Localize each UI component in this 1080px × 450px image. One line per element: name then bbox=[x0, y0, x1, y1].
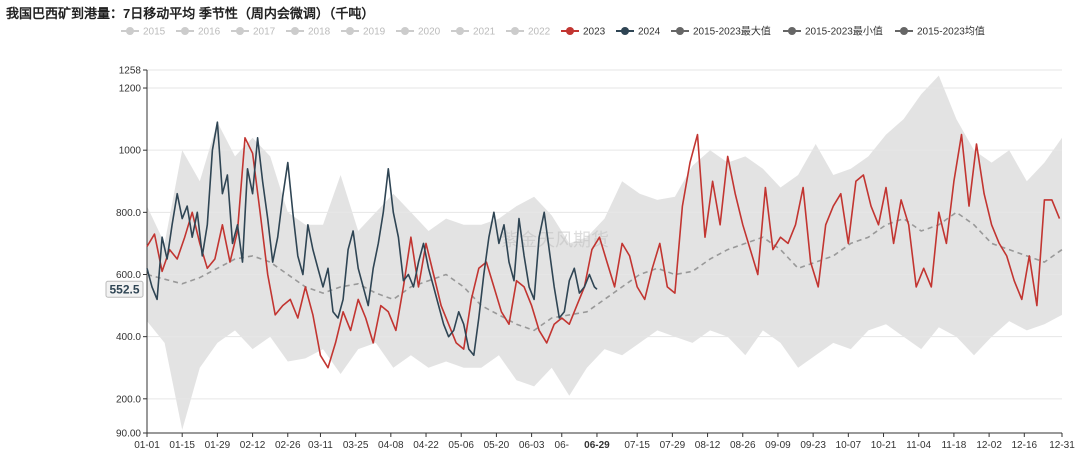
legend-marker-icon bbox=[511, 27, 519, 35]
legend-marker-icon bbox=[566, 27, 574, 35]
legend-item-2018[interactable]: 2018 bbox=[286, 27, 331, 38]
series-line-2024 bbox=[146, 121, 598, 357]
legend-item-2016[interactable]: 2016 bbox=[176, 27, 221, 38]
x-tick-label-9: 05-06 bbox=[448, 440, 474, 450]
x-tick-label-16: 08-12 bbox=[695, 440, 721, 450]
legend-marker-icon bbox=[181, 27, 189, 35]
x-tick-label-2: 01-29 bbox=[205, 440, 231, 450]
x-tick-label-14: 07-15 bbox=[624, 440, 650, 450]
y-tick-label-5: 1000 bbox=[119, 146, 142, 157]
x-tick-label-19: 09-23 bbox=[800, 440, 826, 450]
legend-marker-icon bbox=[291, 27, 299, 35]
chart-title: 我国巴西矿到港量：7日移动平均 季节性（周内会微调）（千吨） bbox=[6, 6, 375, 21]
x-tick-label-24: 12-02 bbox=[976, 440, 1002, 450]
x-tick-label-22: 11-04 bbox=[906, 440, 931, 450]
y-tick-label-4: 800.0 bbox=[116, 208, 141, 219]
x-tick-label-23: 11-18 bbox=[941, 440, 966, 450]
x-tick-label-21: 10-21 bbox=[871, 440, 897, 450]
legend-marker-icon bbox=[456, 27, 464, 35]
y-tick-label-0: 90.00 bbox=[116, 429, 141, 440]
legend-marker-icon bbox=[236, 27, 244, 35]
x-tick-label-6: 03-25 bbox=[343, 440, 369, 450]
x-tick-label-26: 12-31 bbox=[1049, 440, 1075, 450]
legend-label: 2016 bbox=[198, 27, 221, 38]
legend-marker-icon bbox=[621, 27, 629, 35]
legend-marker-icon bbox=[401, 27, 409, 35]
legend-label: 2015-2023最小值 bbox=[805, 25, 883, 38]
legend-item-2022[interactable]: 2022 bbox=[506, 27, 551, 38]
legend-item-2015-2023均值[interactable]: 2015-2023均值 bbox=[895, 25, 985, 38]
legend-item-2015-2023最大值[interactable]: 2015-2023最大值 bbox=[671, 25, 771, 38]
y-highlight-value: 552.5 bbox=[109, 282, 139, 296]
x-tick-label-18: 09-09 bbox=[765, 440, 791, 450]
legend-item-2024[interactable]: 2024 bbox=[616, 27, 661, 38]
legend-label: 2021 bbox=[473, 27, 496, 38]
x-tick-label-4: 02-26 bbox=[275, 440, 301, 450]
x-tick-label-8: 04-22 bbox=[413, 440, 439, 450]
x-tick-label-0: 01-01 bbox=[134, 440, 160, 450]
legend-label: 2017 bbox=[253, 27, 276, 38]
x-tick-label-3: 02-12 bbox=[240, 440, 266, 450]
legend-marker-icon bbox=[900, 27, 908, 35]
legend-item-2023[interactable]: 2023 bbox=[561, 27, 606, 38]
y-highlight-badge bbox=[105, 280, 144, 298]
y-tick-label-3: 600.0 bbox=[116, 270, 141, 281]
y-tick-label-6: 1200 bbox=[119, 84, 142, 95]
y-tick-label-7: 1258 bbox=[119, 66, 142, 77]
legend-label: 2024 bbox=[638, 27, 661, 38]
legend-item-2020[interactable]: 2020 bbox=[396, 27, 441, 38]
legend-marker-icon bbox=[126, 27, 134, 35]
x-tick-label-5: 03-11 bbox=[308, 440, 333, 450]
legend-label: 2015-2023最大值 bbox=[693, 25, 771, 38]
x-tick-label-15: 07-29 bbox=[660, 440, 686, 450]
legend-label: 2019 bbox=[363, 27, 386, 38]
x-tick-label-10: 05-20 bbox=[484, 440, 510, 450]
legend-label: 2015 bbox=[143, 27, 166, 38]
y-tick-label-2: 400.0 bbox=[116, 332, 141, 343]
x-tick-label-25: 12-16 bbox=[1012, 440, 1038, 450]
legend-marker-icon bbox=[676, 27, 684, 35]
x-tick-label-7: 04-08 bbox=[378, 440, 404, 450]
legend-label: 2015-2023均值 bbox=[917, 25, 985, 38]
series-line-2023 bbox=[146, 133, 1061, 369]
legend-item-2015-2023最小值[interactable]: 2015-2023最小值 bbox=[783, 25, 883, 38]
legend-item-2015[interactable]: 2015 bbox=[121, 27, 166, 38]
x-tick-label-20: 10-07 bbox=[836, 440, 862, 450]
legend-label: 2018 bbox=[308, 27, 331, 38]
legend-marker-icon bbox=[788, 27, 796, 35]
x-tick-label-17: 08-26 bbox=[730, 440, 756, 450]
watermark-text: 紫金天风期货 bbox=[501, 230, 609, 250]
legend-item-2019[interactable]: 2019 bbox=[341, 27, 386, 38]
legend-item-2021[interactable]: 2021 bbox=[451, 27, 496, 38]
x-tick-label-highlight: 06-29 bbox=[584, 440, 610, 450]
legend-marker-icon bbox=[346, 27, 354, 35]
legend-label: 2023 bbox=[583, 27, 606, 38]
legend-label: 2020 bbox=[418, 27, 441, 38]
x-tick-label-12: 06- bbox=[555, 440, 569, 450]
legend-item-2017[interactable]: 2017 bbox=[231, 27, 276, 38]
x-tick-label-11: 06-03 bbox=[519, 440, 545, 450]
legend-label: 2022 bbox=[528, 27, 551, 38]
x-tick-label-1: 01-15 bbox=[169, 440, 195, 450]
y-tick-label-1: 200.0 bbox=[116, 394, 141, 405]
